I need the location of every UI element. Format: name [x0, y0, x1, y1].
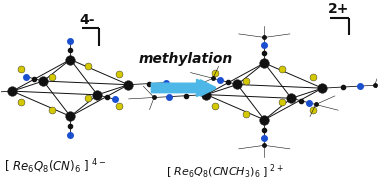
- Text: 2+: 2+: [328, 2, 350, 16]
- Text: 4-: 4-: [80, 13, 95, 27]
- Text: methylation: methylation: [138, 52, 232, 66]
- FancyArrow shape: [151, 79, 214, 97]
- Text: $\bf{\it{[\ Re_6Q_8(CN)_6\ ]^{\ 4-}}}$: $\bf{\it{[\ Re_6Q_8(CN)_6\ ]^{\ 4-}}}$: [5, 157, 107, 176]
- Text: $\bf{\it{[\ Re_6Q_8(CNCH_3)_6\ ]^{\ 2+}}}$: $\bf{\it{[\ Re_6Q_8(CNCH_3)_6\ ]^{\ 2+}}…: [166, 163, 284, 181]
